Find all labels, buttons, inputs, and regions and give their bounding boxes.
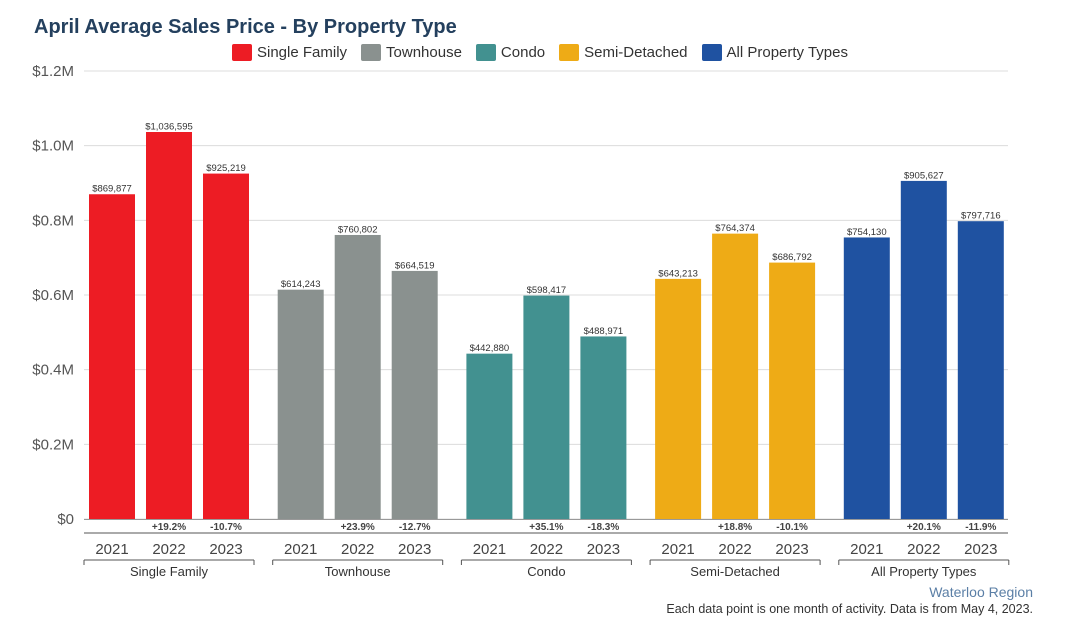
group-bracket [83,559,255,565]
group-bracket [838,559,1010,565]
y-tick-label: $0.2M [32,436,74,453]
chart-title: April Average Sales Price - By Property … [34,16,457,38]
x-tick-label: 2023 [398,541,431,558]
y-tick-label: $0.4M [32,362,74,379]
y-tick-label: $1.0M [32,138,74,155]
y-tick-label: $0 [57,511,74,528]
x-tick-label: 2022 [341,541,374,558]
change-label: +35.1% [529,522,563,533]
legend-item[interactable]: Condo [475,44,546,61]
data-label: $643,213 [658,268,698,279]
legend-swatch [361,44,382,61]
group-bracket [649,559,821,565]
region-label: Waterloo Region [929,584,1033,600]
bar [277,289,324,519]
bar [957,221,1004,519]
data-label: $1,036,595 [145,122,193,133]
x-tick-label: 2022 [530,541,563,558]
data-label: $905,627 [904,170,944,181]
x-tick-label: 2023 [209,541,242,558]
bar [466,353,513,519]
group-bracket [272,559,444,565]
change-label: -11.9% [965,522,996,533]
x-tick-label: 2021 [473,541,506,558]
change-label: +18.8% [718,522,752,533]
data-label: $598,417 [527,285,567,296]
legend-label: Townhouse [386,44,462,61]
legend: Single Family Townhouse Condo Semi-Detached… [232,44,848,61]
data-label: $925,219 [206,163,246,174]
group-bracket [460,559,632,565]
data-label: $686,792 [772,252,812,263]
legend-item[interactable]: All Property Types [701,44,848,61]
y-tick-label: $1.2M [32,63,74,80]
x-tick-label: 2021 [661,541,694,558]
data-label: $488,971 [584,326,624,337]
bar [89,194,135,520]
legend-swatch [701,44,722,61]
x-tick-label: 2023 [587,541,620,558]
group-label: Single Family [130,564,209,579]
bar [900,180,947,520]
legend-item[interactable]: Single Family [232,44,347,61]
bar [523,295,570,519]
legend-item[interactable]: Semi-Detached [559,44,688,61]
group-label: All Property Types [871,564,977,579]
legend-swatch [232,44,252,61]
change-label: +19.2% [152,522,186,533]
group-label: Semi-Detached [690,564,780,579]
bar [146,132,192,520]
data-label: $614,243 [281,279,321,290]
legend-label: All Property Types [726,44,848,61]
change-label: -10.7% [210,522,242,533]
legend-label: Semi-Detached [584,44,688,61]
bar [712,233,759,519]
bar [391,270,438,519]
legend-label: Condo [500,44,546,61]
data-label: $797,716 [961,211,1001,222]
x-tick-label: 2022 [152,541,185,558]
legend-label: Single Family [257,44,348,61]
bar [203,173,249,519]
data-label: $664,519 [395,260,435,271]
bar [769,262,816,519]
change-label: +20.1% [907,522,941,533]
x-tick-label: 2023 [775,541,808,558]
y-tick-label: $0.6M [32,287,74,304]
bar [843,237,890,519]
legend-swatch [475,44,496,61]
data-label: $760,802 [338,224,378,235]
change-label: +23.9% [341,522,375,533]
bar [580,336,627,519]
x-tick-label: 2021 [95,541,128,558]
bar [334,234,381,519]
change-label: -18.3% [588,522,620,533]
legend-item[interactable]: Townhouse [361,44,462,61]
x-tick-label: 2022 [718,541,751,558]
footnote: Each data point is one month of activity… [666,602,1033,616]
x-tick-label: 2022 [907,541,940,558]
x-tick-label: 2021 [284,541,317,558]
x-tick-label: 2021 [850,541,883,558]
y-tick-label: $0.8M [32,212,74,229]
data-label: $442,880 [470,343,510,354]
group-label: Condo [527,564,565,579]
x-tick-label: 2023 [964,541,997,558]
legend-swatch [559,44,580,61]
change-label: -10.1% [776,522,808,533]
data-label: $869,877 [92,184,132,195]
group-label: Townhouse [325,564,391,579]
change-label: -12.7% [399,522,431,533]
data-label: $754,130 [847,227,887,238]
data-label: $764,374 [715,223,755,234]
bar [655,278,702,519]
